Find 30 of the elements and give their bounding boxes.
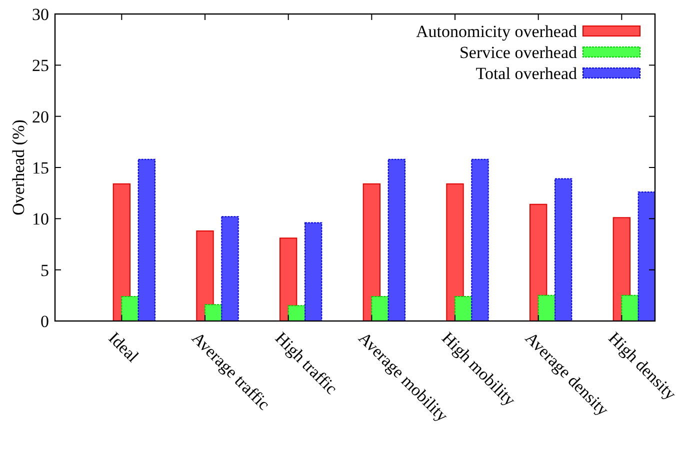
bar: [288, 305, 306, 322]
bar: [121, 296, 139, 322]
y-tick-label: 5: [40, 260, 49, 280]
y-axis-title: Overhead (%): [9, 120, 28, 216]
bar: [621, 294, 639, 322]
bar: [204, 304, 222, 322]
legend-label: Total overhead: [476, 64, 578, 83]
bar: [196, 230, 214, 322]
y-tick-label: 15: [32, 158, 49, 178]
legend-label: Autonomicity overhead: [416, 22, 578, 41]
legend-label: Service overhead: [459, 42, 578, 62]
bar: [554, 178, 572, 322]
y-tick-label: 10: [32, 210, 49, 229]
bar: [388, 158, 406, 322]
y-tick-label: 20: [32, 107, 49, 126]
bar: [371, 296, 389, 322]
bar: [454, 296, 472, 322]
bar: [112, 183, 130, 322]
bar: [221, 216, 239, 322]
bar: [362, 183, 380, 322]
y-tick-label: 0: [40, 312, 49, 331]
bar: [538, 294, 556, 322]
bar: [471, 158, 489, 322]
bar: [638, 192, 656, 322]
y-tick-label: 30: [32, 4, 49, 24]
bar: [138, 158, 156, 322]
bar: [446, 183, 464, 322]
y-tick-label: 25: [32, 56, 49, 76]
bar: [304, 222, 322, 322]
bar: [280, 238, 298, 322]
